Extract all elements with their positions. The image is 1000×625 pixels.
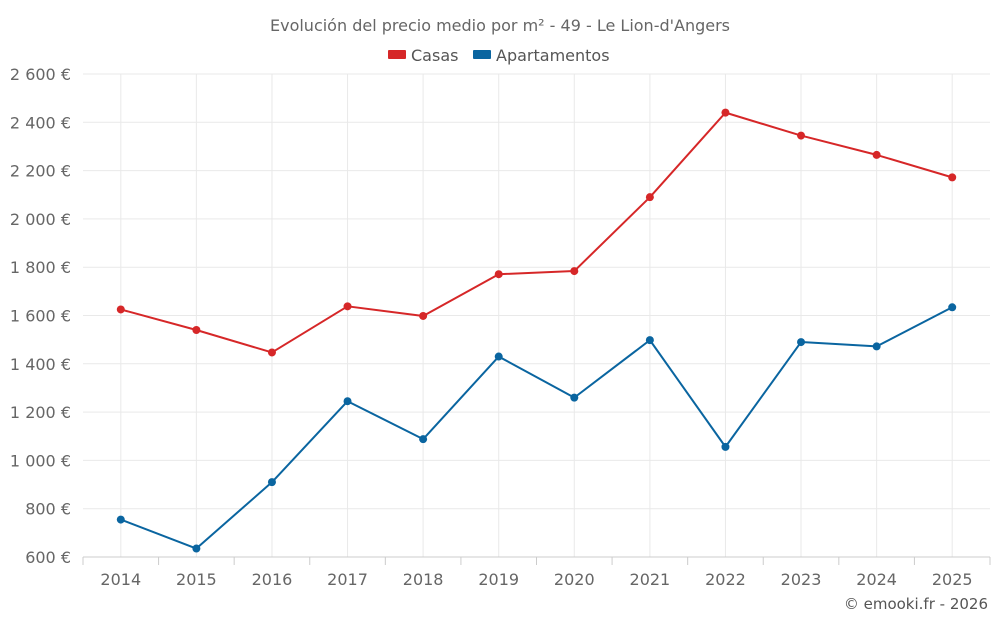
data-point-apartamentos[interactable] — [116, 515, 125, 524]
y-tick-label: 1 400 € — [10, 355, 71, 374]
y-tick-label: 1 200 € — [10, 403, 71, 422]
legend-item-apartamentos[interactable]: Apartamentos — [473, 46, 610, 65]
y-tick-label: 800 € — [25, 500, 71, 519]
x-tick-label: 2025 — [932, 570, 973, 589]
y-tick-label: 1 600 € — [10, 307, 71, 326]
y-tick-label: 2 000 € — [10, 210, 71, 229]
legend-item-casas[interactable]: Casas — [388, 46, 458, 65]
credit-text: © emooki.fr - 2026 — [844, 595, 988, 613]
data-point-casas[interactable] — [419, 311, 428, 320]
data-point-apartamentos[interactable] — [721, 442, 730, 451]
x-tick-label: 2018 — [403, 570, 444, 589]
y-tick-label: 1 800 € — [10, 258, 71, 277]
legend-swatch-apartamentos — [473, 50, 491, 59]
data-point-apartamentos[interactable] — [494, 352, 503, 361]
y-tick-label: 2 400 € — [10, 113, 71, 132]
data-point-apartamentos[interactable] — [948, 303, 957, 312]
data-point-apartamentos[interactable] — [343, 397, 352, 406]
series-line-casas — [119, 111, 954, 354]
data-point-casas[interactable] — [494, 270, 503, 279]
x-tick-label: 2024 — [856, 570, 897, 589]
data-point-casas[interactable] — [721, 108, 730, 117]
data-point-apartamentos[interactable] — [570, 393, 579, 402]
legend-label-apartamentos: Apartamentos — [496, 46, 610, 65]
y-tick-label: 2 200 € — [10, 162, 71, 181]
data-point-apartamentos[interactable] — [797, 338, 806, 347]
data-point-casas[interactable] — [267, 348, 276, 357]
data-point-casas[interactable] — [797, 131, 806, 140]
data-point-casas[interactable] — [645, 193, 654, 202]
data-point-apartamentos[interactable] — [192, 544, 201, 553]
x-tick-label: 2014 — [100, 570, 141, 589]
data-point-casas[interactable] — [343, 302, 352, 311]
axes: 600 € 800 € 1 000 € 1 200 € 1 400 € 1 600 € 1 … — [10, 65, 991, 589]
data-point-casas[interactable] — [192, 325, 201, 334]
y-tick-label: 2 600 € — [10, 65, 71, 84]
series-casas — [116, 108, 957, 357]
data-point-casas[interactable] — [116, 305, 125, 314]
x-tick-label: 2021 — [630, 570, 671, 589]
x-tick-label: 2016 — [252, 570, 293, 589]
data-point-casas[interactable] — [948, 173, 957, 182]
data-point-apartamentos[interactable] — [645, 336, 654, 345]
x-tick-label: 2015 — [176, 570, 217, 589]
data-point-casas[interactable] — [570, 267, 579, 276]
x-tick-label: 2020 — [554, 570, 595, 589]
x-tick-label: 2022 — [705, 570, 746, 589]
legend-label-casas: Casas — [411, 46, 458, 65]
legend: Casas Apartamentos — [388, 46, 610, 65]
series-layer — [116, 108, 957, 553]
data-point-apartamentos[interactable] — [419, 435, 428, 444]
chart-title: Evolución del precio medio por m² - 49 -… — [270, 16, 730, 35]
legend-swatch-casas — [388, 50, 406, 59]
x-tick-label: 2019 — [478, 570, 519, 589]
data-point-apartamentos[interactable] — [872, 342, 881, 351]
x-tick-label: 2023 — [781, 570, 822, 589]
y-tick-label: 1 000 € — [10, 451, 71, 470]
series-line-apartamentos — [119, 306, 954, 550]
x-tick-label: 2017 — [327, 570, 368, 589]
data-point-apartamentos[interactable] — [267, 478, 276, 487]
data-point-casas[interactable] — [872, 150, 881, 159]
gridlines — [83, 73, 990, 557]
y-tick-label: 600 € — [25, 548, 71, 567]
series-apartamentos — [116, 303, 957, 553]
